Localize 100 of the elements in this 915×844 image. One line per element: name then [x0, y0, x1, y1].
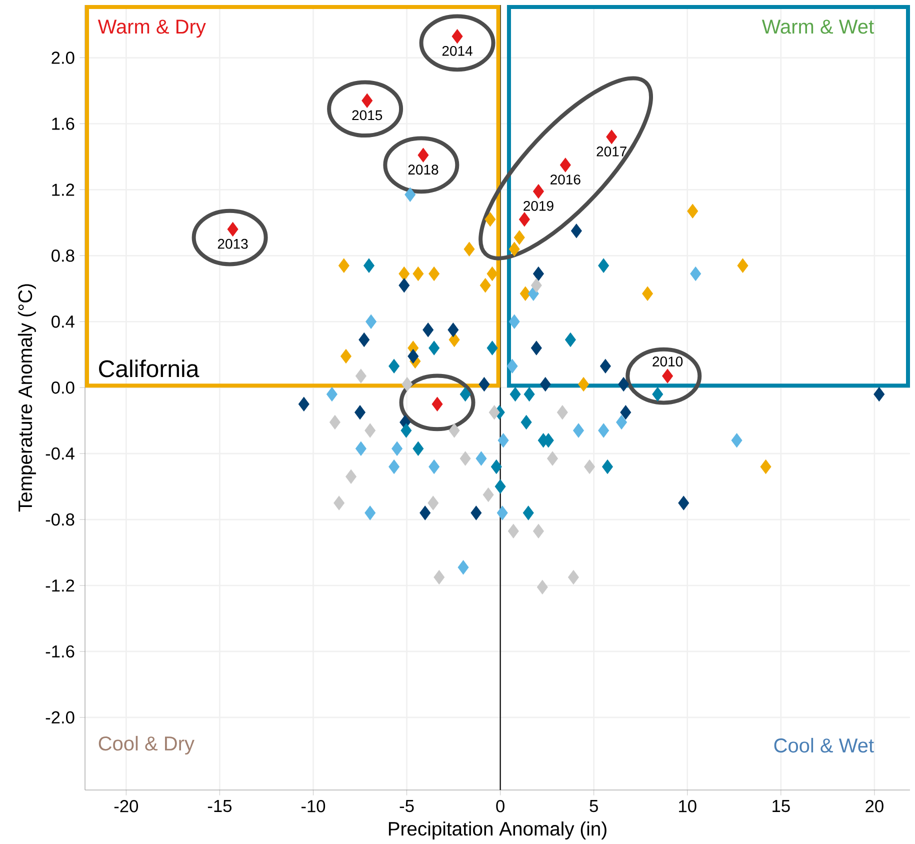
- point: [540, 377, 551, 392]
- point: [432, 396, 443, 412]
- point: [547, 451, 558, 466]
- point: [530, 278, 542, 293]
- y-tick-label: -0.8: [46, 513, 74, 526]
- point: [398, 278, 410, 293]
- point: [616, 415, 627, 430]
- y-tick-label: 0.8: [52, 250, 74, 262]
- point: [760, 460, 772, 474]
- point: [508, 314, 520, 329]
- point: [874, 387, 885, 402]
- point: [520, 286, 531, 301]
- point: [354, 405, 366, 420]
- point: [298, 396, 310, 412]
- point: [412, 441, 424, 456]
- point: [362, 93, 373, 108]
- point: [484, 212, 496, 227]
- x-tick-label: 20: [866, 800, 884, 812]
- point: [508, 524, 519, 538]
- point: [428, 266, 440, 282]
- point: [560, 158, 571, 172]
- point: [598, 258, 610, 273]
- point: [584, 460, 596, 474]
- point: [578, 377, 590, 392]
- point: [476, 451, 487, 466]
- point: [452, 29, 463, 44]
- point: [508, 242, 520, 256]
- point: [533, 266, 544, 282]
- point: [494, 479, 506, 494]
- point: [488, 405, 500, 420]
- point: [358, 332, 370, 348]
- x-tick-label: 5: [590, 800, 598, 812]
- point: [420, 506, 431, 520]
- point: [400, 423, 412, 438]
- y-tick-label: 0.0: [52, 381, 74, 394]
- point: [480, 278, 491, 293]
- point: [490, 460, 502, 474]
- y-tick-label: -1.2: [46, 579, 74, 592]
- point: [408, 349, 419, 364]
- point: [470, 506, 482, 520]
- point: [482, 488, 494, 502]
- annotation: California: [99, 360, 200, 378]
- point: [329, 415, 340, 430]
- point: [533, 524, 544, 538]
- point: [448, 423, 460, 438]
- point: [418, 148, 429, 162]
- point: [402, 377, 413, 392]
- point: [602, 460, 613, 474]
- x-tick-label: -20: [114, 800, 138, 812]
- point: [690, 266, 702, 282]
- point: [520, 415, 532, 430]
- point: [366, 314, 377, 329]
- point: [364, 423, 376, 438]
- y-tick-label: 1.6: [52, 118, 74, 130]
- point: [731, 433, 742, 448]
- point: [227, 222, 238, 237]
- annotation: 2017: [596, 146, 626, 156]
- annotation: 2018: [408, 164, 438, 175]
- y-tick-label: -1.6: [46, 645, 74, 658]
- point: [510, 387, 521, 402]
- point: [568, 570, 579, 584]
- annotation: 2013: [218, 238, 248, 249]
- point: [536, 580, 548, 594]
- point: [498, 433, 509, 448]
- y-axis-title: Temperature Anomaly (°C): [18, 284, 36, 512]
- point: [458, 560, 469, 575]
- annotation: Cool & Dry: [98, 736, 194, 755]
- point: [530, 340, 542, 356]
- annotation: 2010: [652, 356, 683, 366]
- point: [404, 187, 416, 202]
- point: [355, 368, 366, 384]
- x-tick-label: -5: [400, 800, 414, 812]
- point: [338, 258, 350, 273]
- point: [620, 405, 632, 420]
- y-tick-label: 1.2: [52, 184, 74, 196]
- point: [606, 130, 618, 144]
- point: [618, 377, 630, 392]
- point: [737, 258, 748, 273]
- annotation: 2016: [550, 174, 580, 185]
- point: [412, 266, 424, 282]
- point: [600, 358, 611, 374]
- point: [524, 387, 535, 402]
- point: [573, 423, 584, 438]
- point: [448, 322, 459, 338]
- point: [346, 469, 356, 484]
- point: [514, 230, 525, 245]
- point: [522, 506, 534, 520]
- x-tick-label: -15: [208, 800, 232, 812]
- point: [428, 496, 439, 510]
- annotation: Warm & Dry: [98, 20, 206, 38]
- point: [428, 340, 440, 356]
- x-tick-label: 10: [679, 800, 696, 812]
- point: [598, 423, 610, 438]
- point: [460, 387, 471, 402]
- x-tick-label: -10: [301, 800, 326, 812]
- point: [364, 506, 376, 520]
- point: [428, 460, 440, 474]
- point: [486, 340, 498, 356]
- point: [570, 224, 582, 238]
- point: [642, 286, 654, 301]
